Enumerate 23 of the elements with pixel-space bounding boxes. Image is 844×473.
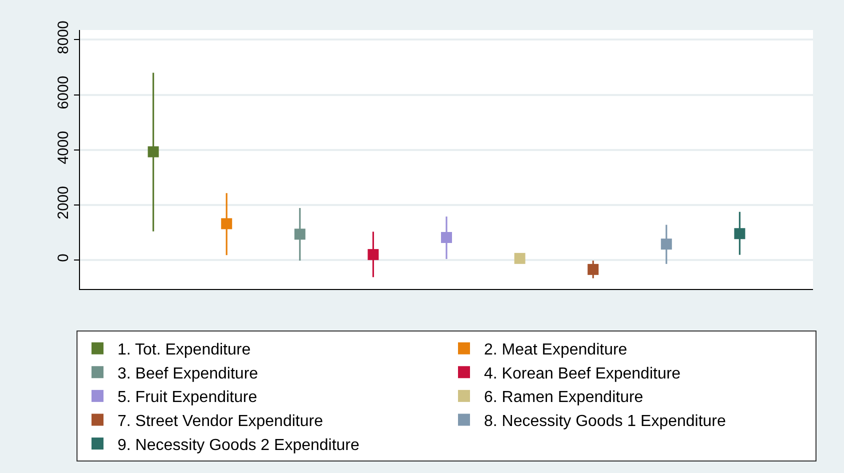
- point: [734, 228, 746, 240]
- y-tick-label: 0: [55, 254, 72, 262]
- legend-label: 6. Ramen Expenditure: [484, 389, 644, 406]
- point: [660, 238, 672, 250]
- legend-label: 8. Necessity Goods 1 Expenditure: [484, 412, 726, 430]
- point: [368, 249, 379, 260]
- legend-label: 2. Meat Expenditure: [484, 342, 628, 359]
- point: [148, 146, 159, 158]
- point: [588, 264, 599, 275]
- y-tick-label: 2000: [55, 186, 72, 220]
- point: [221, 218, 232, 230]
- y-tick-label: 6000: [55, 76, 72, 110]
- legend-label: 1. Tot. Expenditure: [118, 342, 251, 359]
- point: [441, 232, 452, 243]
- legend-label: 9. Necessity Goods 2 Expenditure: [118, 436, 360, 454]
- y-tick-label: 4000: [55, 130, 72, 164]
- point: [514, 252, 526, 264]
- legend-label: 4. Korean Beef Expenditure: [484, 365, 681, 382]
- y-tick-label: 8000: [55, 20, 72, 54]
- legend-label: 5. Fruit Expenditure: [118, 389, 258, 406]
- legend-label: 3. Beef Expenditure: [118, 365, 258, 382]
- legend-label: 7. Street Vendor Expenditure: [118, 412, 324, 430]
- point: [294, 228, 306, 240]
